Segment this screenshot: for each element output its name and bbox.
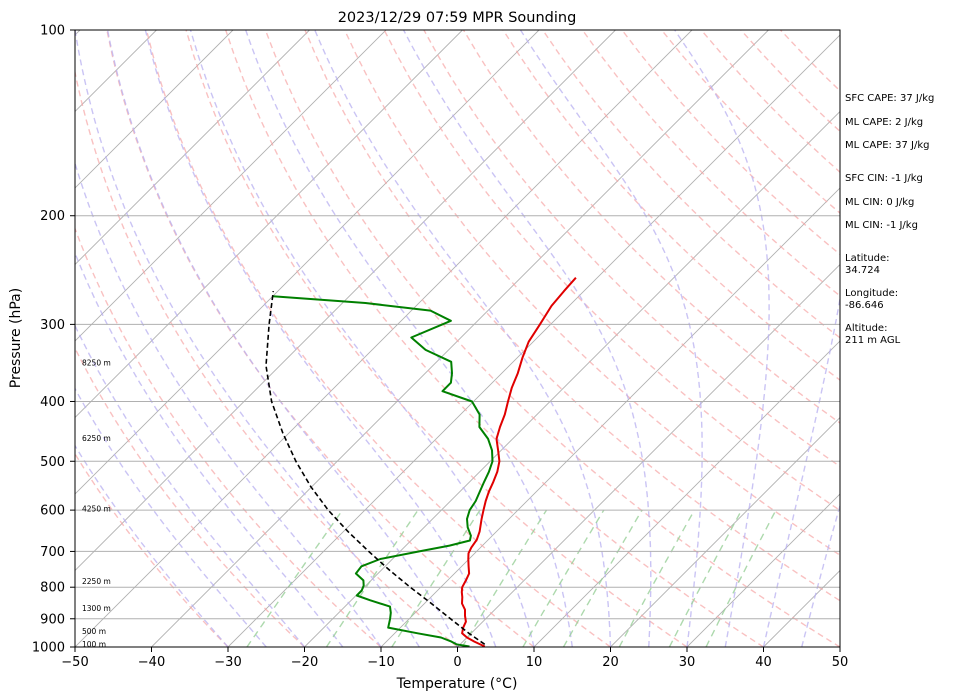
y-tick-label: 800 xyxy=(40,581,65,596)
moist-adiabat-line xyxy=(75,251,344,647)
sounding-traces xyxy=(265,277,577,647)
y-tick-label: 700 xyxy=(40,545,65,560)
isotherm-line xyxy=(75,30,310,266)
x-tick-label: 40 xyxy=(755,655,772,670)
height-label: 8250 m xyxy=(82,359,111,368)
moist-adiabat-line xyxy=(75,444,229,647)
mixing-ratio-line xyxy=(522,509,605,647)
altitude-text: Altitude: 211 m AGL xyxy=(845,323,901,346)
isotherm-line xyxy=(75,30,234,189)
ml-cape-text-2: ML CAPE: 37 J/kg xyxy=(845,140,930,151)
sfc-cape-text: SFC CAPE: 37 J/kg xyxy=(845,93,935,104)
dry-adiabat-line xyxy=(75,226,382,647)
height-label: 100 m xyxy=(82,640,106,649)
y-tick-label: 500 xyxy=(40,455,65,470)
y-axis-label: Pressure (hPa) xyxy=(8,288,24,388)
ml-cin-text-1: ML CIN: 0 J/kg xyxy=(845,197,915,208)
parcel_profile-line xyxy=(265,290,486,645)
isotherm-line xyxy=(304,110,840,647)
dry-adiabat-line xyxy=(264,30,840,647)
ml-cape-text-1: ML CAPE: 2 J/kg xyxy=(845,117,924,128)
y-tick-label: 1000 xyxy=(32,641,65,656)
x-tick-label: 10 xyxy=(526,655,543,670)
longitude-text: Longitude: -86.646 xyxy=(845,288,899,311)
moist-adiabat-line xyxy=(314,30,612,647)
isotherm-line xyxy=(75,30,616,572)
dry-adiabat-line xyxy=(423,30,840,468)
sfc-cin-text: SFC CIN: -1 J/kg xyxy=(845,173,923,184)
moist-adiabat-line xyxy=(245,30,573,647)
isotherm-line xyxy=(75,30,463,419)
x-tick-label: −50 xyxy=(61,655,88,670)
moist-adiabat-line xyxy=(75,30,420,647)
isotherm-line xyxy=(610,416,840,647)
isotherm-line xyxy=(75,30,693,647)
mixing-ratio-line xyxy=(668,509,743,647)
height-label: 4250 m xyxy=(82,504,111,513)
plot-frame xyxy=(74,29,841,648)
y-tick-label: 300 xyxy=(40,318,65,333)
moist-adiabat-line xyxy=(106,30,459,647)
y-tick-label: 100 xyxy=(40,24,65,39)
isotherm-line xyxy=(0,30,4,647)
y-tick-label: 600 xyxy=(40,504,65,519)
mixing-ratio-line xyxy=(705,509,777,647)
isotherm-line xyxy=(533,340,840,647)
x-tick-label: −20 xyxy=(291,655,318,670)
dry-adiabat-line xyxy=(304,30,840,602)
mixing-ratio-line xyxy=(246,509,344,647)
x-tick-label: 30 xyxy=(679,655,696,670)
isotherm-line xyxy=(75,30,540,495)
dry-adiabat-line xyxy=(185,30,688,647)
x-axis-label: Temperature (°C) xyxy=(396,676,518,692)
temperature-line xyxy=(460,277,577,647)
moist-adiabat-line xyxy=(189,30,535,647)
ml-cin-text-2: ML CIN: -1 J/kg xyxy=(845,220,918,231)
dry-adiabat-line xyxy=(145,30,611,647)
x-tick-label: −40 xyxy=(138,655,165,670)
x-tick-label: −10 xyxy=(367,655,394,670)
pressure-gridlines xyxy=(75,29,840,648)
height-label: 500 m xyxy=(82,627,106,636)
moist-adiabat-line xyxy=(801,502,840,647)
x-tick-label: 20 xyxy=(602,655,619,670)
height-label: 2250 m xyxy=(82,577,111,586)
x-tick-label: 0 xyxy=(453,655,461,670)
x-axis-ticks: −50 −40 −30 −20 −10 0 10 20 30 40 50 xyxy=(61,647,848,670)
x-tick-label: 50 xyxy=(832,655,849,670)
mixing-ratio-line xyxy=(562,509,643,647)
x-tick-label: −30 xyxy=(214,655,241,670)
moist-adiabat-line xyxy=(762,295,840,647)
chart-title: 2023/12/29 07:59 MPR Sounding xyxy=(338,10,577,26)
moist-adiabat-line xyxy=(144,30,497,647)
height-label: 1300 m xyxy=(82,604,111,613)
latitude-text: Latitude: 34.724 xyxy=(845,253,890,276)
isotherm-line xyxy=(380,187,840,647)
dry-adiabat-line xyxy=(75,68,458,647)
height-labels: 100 m 500 m 1300 m 2250 m 4250 m 6250 m 8250 m xyxy=(82,359,111,649)
isotherm-line xyxy=(686,493,840,647)
isotherm-line xyxy=(75,30,387,342)
y-tick-label: 200 xyxy=(40,209,65,224)
y-tick-label: 900 xyxy=(40,612,65,627)
y-axis-ticks: 100 200 300 400 500 600 700 800 900 1000 xyxy=(32,24,75,656)
dewpoint-line xyxy=(272,295,494,647)
isotherm-line xyxy=(457,263,840,647)
isotherm-line xyxy=(151,30,769,647)
moist-adiabat-line xyxy=(75,161,382,647)
dry-adiabat-line xyxy=(383,30,840,512)
dry-adiabat-line xyxy=(75,346,305,647)
isotherm-line xyxy=(227,34,840,647)
dry-adiabat-line xyxy=(343,30,840,556)
mixing-ratio-line xyxy=(461,509,548,647)
height-label: 6250 m xyxy=(82,434,111,443)
y-tick-label: 400 xyxy=(40,395,65,410)
moist-adiabat-line xyxy=(674,30,770,647)
moist-adiabat-line xyxy=(402,30,652,647)
background-reference-lines xyxy=(0,30,840,647)
mixing-ratio-line xyxy=(618,509,696,647)
